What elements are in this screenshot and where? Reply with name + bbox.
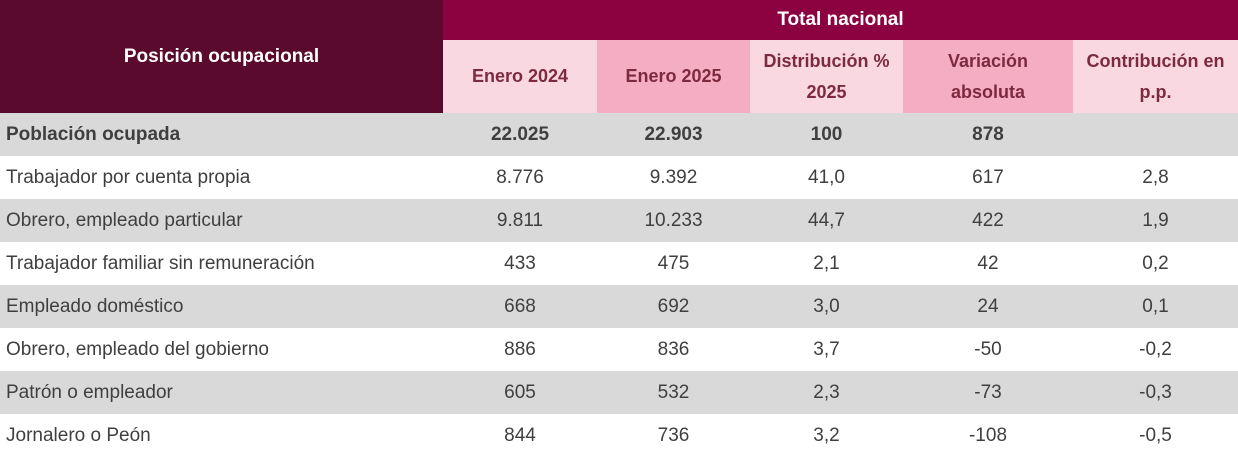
column-header-contribucion-pp: Contribución en p.p. xyxy=(1073,40,1238,113)
row-label: Trabajador familiar sin remuneración xyxy=(6,252,315,274)
cell-value: 433 xyxy=(504,252,536,274)
corner-header: Posición ocupacional xyxy=(0,0,443,113)
cell-value: 836 xyxy=(657,338,690,360)
table-row: Trabajador familiar sin remuneración 433 4… xyxy=(0,242,1238,285)
cell-value: 3,0 xyxy=(813,295,840,317)
column-header-distribucion-2025: Distribución % 2025 xyxy=(750,40,903,113)
row-label: Obrero, empleado particular xyxy=(6,209,243,231)
column-header-row: Enero 2024 Enero 2025 Distribución % 202… xyxy=(0,40,1238,113)
row-label: Población ocupada xyxy=(6,123,181,145)
cell-value: 9.811 xyxy=(496,209,544,231)
group-header-row: Posición ocupacional Total nacional xyxy=(0,0,1238,113)
cell-value: 0,1 xyxy=(1142,295,1169,317)
cell-value: 100 xyxy=(810,123,843,145)
cell-value: 44,7 xyxy=(808,209,845,231)
cell-value: 41,0 xyxy=(808,166,845,188)
cell-value: 475 xyxy=(657,252,690,274)
row-label: Obrero, empleado del gobierno xyxy=(6,338,270,360)
cell-value: 886 xyxy=(504,338,536,360)
cell-value: 10.233 xyxy=(644,209,703,231)
cell-value xyxy=(1073,113,1238,156)
cell-value: 1,9 xyxy=(1142,209,1169,231)
row-label: Empleado doméstico xyxy=(6,295,184,317)
cell-value: -0,3 xyxy=(1139,381,1172,403)
table-row: Empleado doméstico 668 692 3,0 24 0,1 xyxy=(0,285,1238,328)
cell-value: 3,7 xyxy=(813,338,840,360)
cell-value: 605 xyxy=(504,381,536,403)
column-header-enero-2025: Enero 2025 xyxy=(597,40,750,113)
cell-value: 692 xyxy=(657,295,690,317)
cell-value: 736 xyxy=(657,424,690,446)
row-label: Trabajador por cuenta propia xyxy=(6,166,251,188)
table-row: Obrero, empleado particular 9.811 10.233 44… xyxy=(0,199,1238,242)
cell-value: 422 xyxy=(972,209,1004,231)
row-label: Jornalero o Peón xyxy=(6,424,151,446)
cell-value: -0,5 xyxy=(1139,424,1172,446)
cell-value: -73 xyxy=(974,381,1002,403)
cell-value: 844 xyxy=(504,424,536,446)
cell-value: 22.903 xyxy=(644,123,703,145)
table-row: Obrero, empleado del gobierno 886 836 3,7 -5… xyxy=(0,328,1238,371)
table-row: Patrón o empleador 605 532 2,3 -73 -0,3 xyxy=(0,371,1238,414)
cell-value: -108 xyxy=(968,424,1008,446)
cell-value: 2,3 xyxy=(813,381,840,403)
column-header-enero-2024: Enero 2024 xyxy=(443,40,597,113)
table-row: Población ocupada 22.025 22.903 100 878 xyxy=(0,113,1238,156)
cell-value: 2,1 xyxy=(813,252,840,274)
cell-value: 24 xyxy=(977,295,999,317)
cell-value: -50 xyxy=(974,338,1002,360)
cell-value: 617 xyxy=(972,166,1004,188)
column-header-variacion-absoluta: Variación absoluta xyxy=(903,40,1073,113)
table-row: Trabajador por cuenta propia 8.776 9.392 41… xyxy=(0,156,1238,199)
row-label: Patrón o empleador xyxy=(6,381,173,403)
cell-value: 9.392 xyxy=(649,166,698,188)
group-header: Total nacional xyxy=(443,0,1238,40)
cell-value: 22.025 xyxy=(490,123,550,145)
table-row: Jornalero o Peón 844 736 3,2 -108 -0,5 xyxy=(0,414,1238,457)
table-body: Población ocupada 22.025 22.903 100 878 Traba… xyxy=(0,113,1238,457)
cell-value: 668 xyxy=(504,295,536,317)
cell-value: 2,8 xyxy=(1142,166,1169,188)
cell-value: 42 xyxy=(977,252,999,274)
cell-value: 3,2 xyxy=(813,424,840,446)
cell-value: -0,2 xyxy=(1139,338,1172,360)
cell-value: 532 xyxy=(657,381,690,403)
cell-value: 0,2 xyxy=(1142,252,1169,274)
cell-value: 8.776 xyxy=(496,166,544,188)
cell-value: 878 xyxy=(972,123,1004,145)
